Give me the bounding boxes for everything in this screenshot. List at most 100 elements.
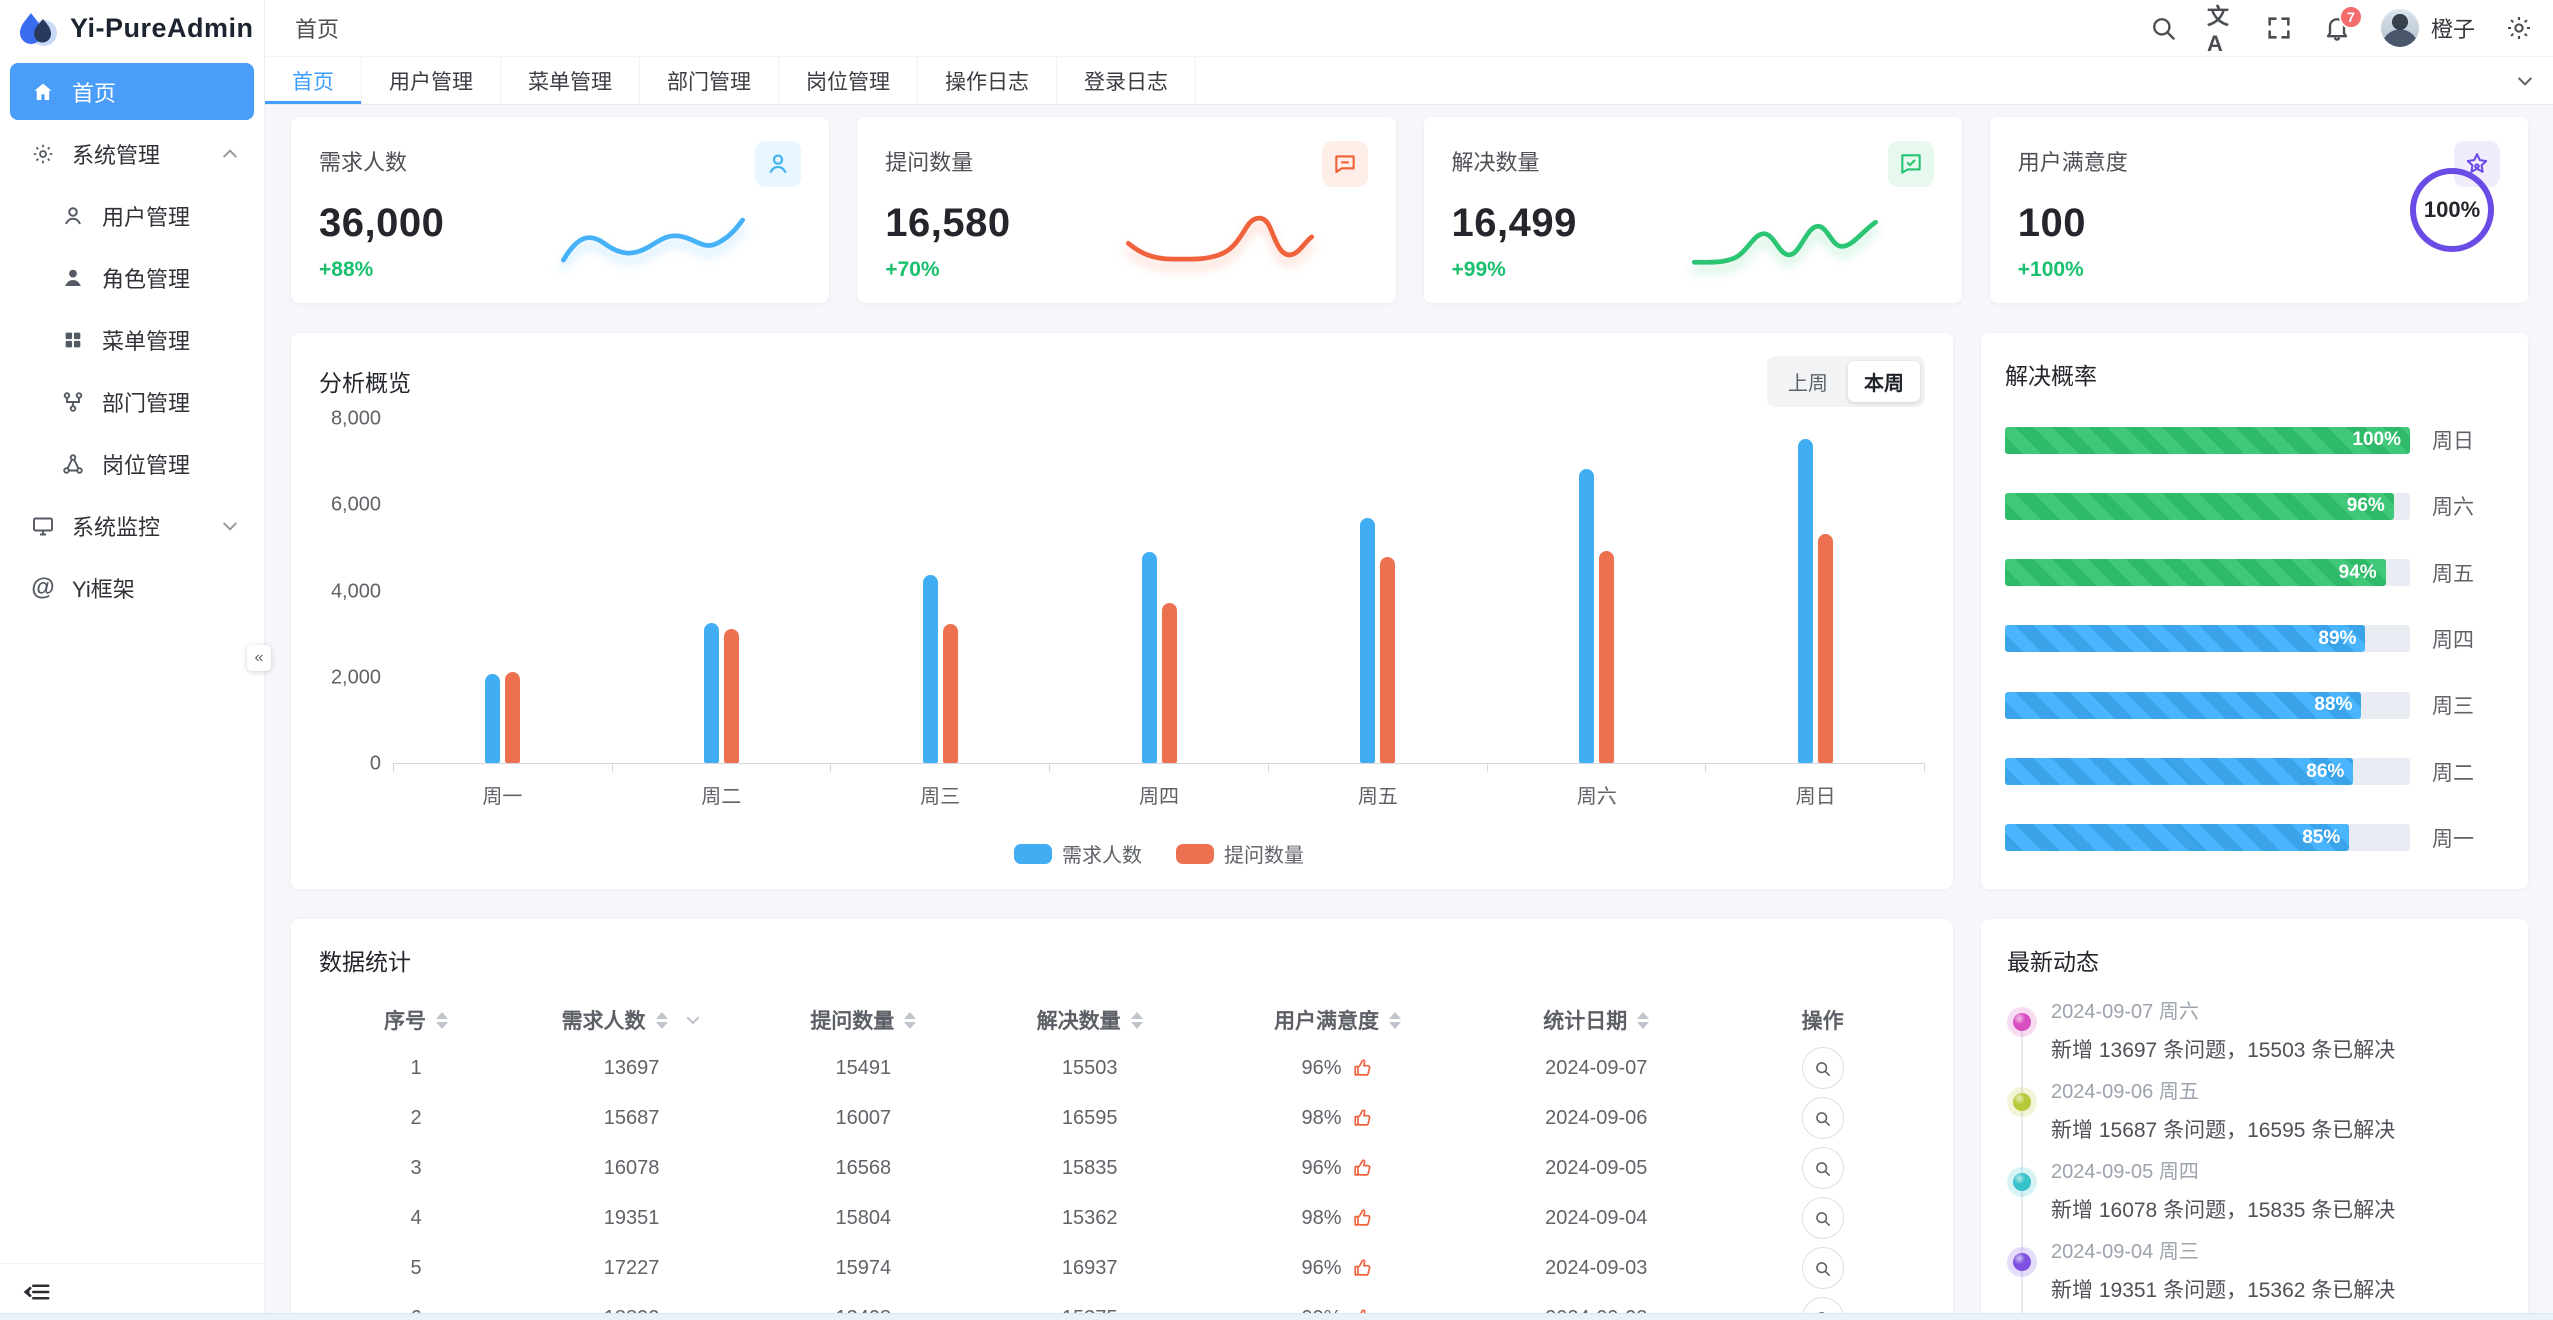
- timeline-date: 2024-09-05 周四: [2051, 1161, 2199, 1183]
- sort-carets-icon[interactable]: [1130, 1011, 1143, 1029]
- settings-gear-icon[interactable]: [2505, 14, 2533, 42]
- table-cell-date: 2024-09-05: [1545, 1156, 1648, 1179]
- view-row-button[interactable]: [1801, 1147, 1844, 1189]
- table-header-需求人数[interactable]: 需求人数: [513, 1005, 750, 1035]
- tab-部门管理[interactable]: 部门管理: [640, 57, 779, 104]
- app-logo[interactable]: Yi-PureAdmin: [0, 0, 264, 57]
- sidebar-item-岗位管理[interactable]: 岗位管理: [10, 435, 254, 492]
- bar-需求人数-周五[interactable]: [1360, 518, 1376, 763]
- sort-carets-icon[interactable]: [904, 1011, 917, 1029]
- timeline-date: 2024-09-04 周三: [2051, 1241, 2199, 1263]
- table-header-用户满意度[interactable]: 用户满意度: [1203, 1005, 1472, 1035]
- view-row-button[interactable]: [1801, 1197, 1844, 1239]
- solve-bar-percent: 85%: [2302, 826, 2341, 848]
- solve-bar-fill[interactable]: 88%: [2005, 691, 2362, 719]
- fullscreen-icon[interactable]: [2265, 14, 2293, 42]
- horizontal-scrollbar[interactable]: [0, 1313, 2553, 1320]
- tab-菜单管理[interactable]: 菜单管理: [501, 57, 640, 104]
- table-header-序号[interactable]: 序号: [319, 1005, 513, 1035]
- stat-card-提问数量[interactable]: 提问数量 16,580 +70%: [857, 117, 1396, 303]
- view-row-button[interactable]: [1801, 1047, 1844, 1089]
- bar-需求人数-周六[interactable]: [1579, 469, 1595, 763]
- bar-提问数量-周四[interactable]: [1161, 603, 1177, 763]
- bar-提问数量-周三[interactable]: [942, 624, 958, 763]
- legend-item-需求人数[interactable]: 需求人数: [1014, 839, 1142, 868]
- user-icon: [769, 154, 787, 174]
- sort-carets-icon[interactable]: [1637, 1011, 1650, 1029]
- sidebar-item-系统监控[interactable]: 系统监控: [10, 497, 254, 554]
- tab-首页[interactable]: 首页: [265, 57, 362, 104]
- stat-card-需求人数[interactable]: 需求人数 36,000 +88%: [291, 117, 830, 303]
- table-header-统计日期[interactable]: 统计日期: [1472, 1005, 1720, 1035]
- x-tick-label-周日: 周日: [1795, 786, 1836, 808]
- sidebar-item-角色管理[interactable]: 角色管理: [10, 249, 254, 306]
- bar-需求人数-周三[interactable]: [922, 575, 938, 763]
- solve-bar-fill[interactable]: 100%: [2005, 426, 2410, 454]
- translate-icon[interactable]: 文A: [2206, 4, 2229, 56]
- view-row-button[interactable]: [1801, 1247, 1844, 1289]
- timeline-entry: 2024-09-07 周六 新增 13697 条问题，15503 条已解决: [2013, 995, 2502, 1075]
- breadcrumb[interactable]: 首页: [295, 17, 340, 42]
- tab-操作日志[interactable]: 操作日志: [918, 57, 1057, 104]
- solve-bar-fill[interactable]: 85%: [2005, 824, 2350, 852]
- filter-chevron-icon[interactable]: [684, 1011, 702, 1029]
- sidebar-item-部门管理[interactable]: 部门管理: [10, 373, 254, 430]
- axis-tick: [1706, 764, 1926, 772]
- sort-carets-icon[interactable]: [436, 1011, 448, 1029]
- table-cell: 16595: [1061, 1106, 1118, 1129]
- bar-提问数量-周二[interactable]: [723, 629, 739, 763]
- stat-card-用户满意度[interactable]: 用户满意度 100 +100% 100%: [1989, 117, 2528, 303]
- sidebar-collapse-handle[interactable]: «: [247, 645, 271, 671]
- sort-carets-icon[interactable]: [1389, 1011, 1402, 1029]
- sidebar-item-用户管理[interactable]: 用户管理: [10, 187, 254, 244]
- view-row-button[interactable]: [1801, 1097, 1844, 1139]
- sidebar-item-系统管理[interactable]: 系统管理: [10, 125, 254, 182]
- thumb-up-icon: [1352, 1057, 1374, 1079]
- solve-bar-track: 89%: [2005, 625, 2410, 653]
- bar-需求人数-周一[interactable]: [484, 674, 500, 763]
- table-row: 2 15687 16007 16595 98% 2024-09-06: [319, 1093, 1925, 1143]
- table-header-label: 序号: [384, 1010, 426, 1033]
- search-icon[interactable]: [2149, 14, 2177, 42]
- table-row: 4 19351 15804 15362 98% 2024-09-04: [319, 1193, 1925, 1243]
- solve-bar-fill[interactable]: 89%: [2005, 625, 2366, 653]
- sidebar-item-菜单管理[interactable]: 菜单管理: [10, 311, 254, 368]
- solve-bar-fill[interactable]: 86%: [2005, 758, 2354, 786]
- bar-提问数量-周五[interactable]: [1380, 557, 1396, 763]
- bar-提问数量-周一[interactable]: [504, 672, 520, 763]
- toggle-本周[interactable]: 本周: [1848, 360, 1920, 402]
- stat-card-解决数量[interactable]: 解决数量 16,499 +99%: [1423, 117, 1962, 303]
- sidebar-item-首页[interactable]: 首页: [10, 63, 254, 120]
- table-header-提问数量[interactable]: 提问数量: [750, 1005, 976, 1035]
- user-menu[interactable]: 橙子: [2380, 9, 2475, 47]
- stat-card-title: 需求人数: [319, 150, 408, 175]
- bar-提问数量-周六[interactable]: [1599, 551, 1615, 763]
- table-header-row: 序号 需求人数 提问数量 解决数量 用户满意度 统计日期 操作: [319, 997, 1925, 1043]
- table-header-解决数量[interactable]: 解决数量: [976, 1005, 1202, 1035]
- legend-item-提问数量[interactable]: 提问数量: [1176, 839, 1304, 868]
- chevron-down-icon: [220, 516, 240, 536]
- notification-bell-icon[interactable]: 7: [2323, 5, 2363, 42]
- legend-swatch: [1176, 843, 1214, 864]
- timeline: 2024-09-07 周六 新增 13697 条问题，15503 条已解决 2024…: [2007, 995, 2502, 1320]
- tabs-overflow-chevron-icon[interactable]: [2497, 57, 2553, 104]
- sidebar-item-Yi框架[interactable]: @ Yi框架: [10, 559, 254, 616]
- solve-row-周日: 100% 周日: [2005, 425, 2504, 455]
- bar-需求人数-周四[interactable]: [1141, 552, 1157, 763]
- solve-bar-fill[interactable]: 94%: [2005, 559, 2386, 587]
- toggle-上周[interactable]: 上周: [1772, 361, 1844, 402]
- tab-登录日志[interactable]: 登录日志: [1057, 57, 1196, 104]
- stat-card-delta: +100%: [2017, 258, 2084, 281]
- sort-carets-icon[interactable]: [655, 1011, 668, 1029]
- bar-需求人数-周二[interactable]: [703, 623, 719, 763]
- table-row: 3 16078 16568 15835 96% 2024-09-05: [319, 1143, 1925, 1193]
- table-cell-satisfaction: 98%: [1203, 1207, 1472, 1230]
- bar-需求人数-周日[interactable]: [1798, 439, 1814, 763]
- tab-岗位管理[interactable]: 岗位管理: [779, 57, 918, 104]
- bar-提问数量-周日[interactable]: [1818, 534, 1834, 763]
- timeline-dot-icon: [2013, 1253, 2031, 1271]
- sidebar-fold-icon[interactable]: [22, 1277, 52, 1307]
- tab-用户管理[interactable]: 用户管理: [362, 57, 501, 104]
- solve-bar-fill[interactable]: 96%: [2005, 492, 2394, 520]
- role-icon: [60, 265, 86, 291]
